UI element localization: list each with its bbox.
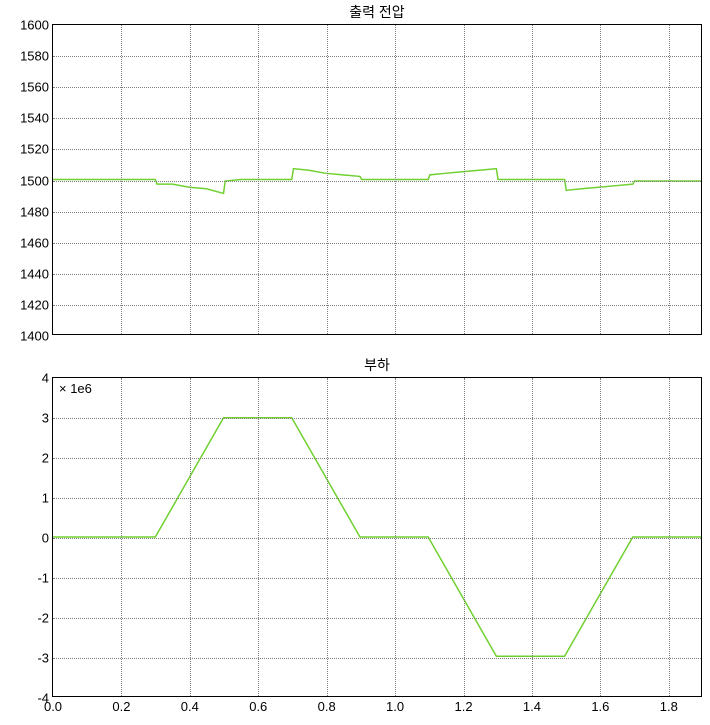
grid-line-horizontal bbox=[53, 305, 701, 306]
y-tick-label: -2 bbox=[37, 611, 49, 626]
chart-top-y-axis: 1400142014401460148015001520154015601580… bbox=[5, 25, 53, 334]
y-tick-label: 1600 bbox=[20, 18, 49, 33]
y-tick-label: 1520 bbox=[20, 142, 49, 157]
grid-line-vertical bbox=[600, 25, 601, 334]
y-tick-label: 3 bbox=[42, 411, 49, 426]
y-tick-label: 0 bbox=[42, 531, 49, 546]
x-tick-label: 0.8 bbox=[318, 699, 336, 714]
x-tick-label: 1.0 bbox=[386, 699, 404, 714]
x-tick-label: 1.4 bbox=[523, 699, 541, 714]
grid-line-vertical bbox=[190, 25, 191, 334]
chart-top-title: 출력 전압 bbox=[52, 2, 702, 22]
grid-line-horizontal bbox=[53, 118, 701, 119]
grid-line-horizontal bbox=[53, 181, 701, 182]
grid-line-vertical bbox=[669, 378, 670, 696]
x-tick-label: 0.2 bbox=[112, 699, 130, 714]
grid-line-vertical bbox=[190, 378, 191, 696]
y-tick-label: 1480 bbox=[20, 204, 49, 219]
x-tick-label: 0.0 bbox=[44, 699, 62, 714]
grid-line-horizontal bbox=[53, 538, 701, 539]
grid-line-vertical bbox=[121, 378, 122, 696]
output-voltage-chart: 출력 전압 1400142014401460148015001520154015… bbox=[0, 2, 702, 335]
grid-line-vertical bbox=[464, 378, 465, 696]
y-tick-label: 1440 bbox=[20, 266, 49, 281]
data-series-line bbox=[53, 418, 701, 657]
grid-line-vertical bbox=[395, 25, 396, 334]
y-tick-label: -1 bbox=[37, 571, 49, 586]
y-tick-label: 1500 bbox=[20, 173, 49, 188]
chart-bottom-y-axis: -4-3-2-101234 bbox=[5, 378, 53, 696]
x-tick-label: 1.8 bbox=[660, 699, 678, 714]
y-tick-label: 1420 bbox=[20, 297, 49, 312]
x-tick-label: 0.4 bbox=[181, 699, 199, 714]
y-tick-label: 1 bbox=[42, 491, 49, 506]
grid-line-vertical bbox=[258, 378, 259, 696]
grid-line-horizontal bbox=[53, 87, 701, 88]
y-tick-label: 1580 bbox=[20, 49, 49, 64]
y-tick-label: 1560 bbox=[20, 80, 49, 95]
grid-line-vertical bbox=[600, 378, 601, 696]
grid-line-vertical bbox=[532, 378, 533, 696]
grid-line-vertical bbox=[669, 25, 670, 334]
chart-bottom-title: 부하 bbox=[52, 355, 702, 375]
y-tick-label: 1400 bbox=[20, 329, 49, 344]
chart-bottom-line bbox=[53, 378, 701, 696]
grid-line-horizontal bbox=[53, 498, 701, 499]
chart-bottom-plot-area: -4-3-2-101234 0.00.20.40.60.81.01.21.41.… bbox=[52, 377, 702, 697]
y-tick-label: 4 bbox=[42, 371, 49, 386]
grid-line-vertical bbox=[327, 378, 328, 696]
grid-line-vertical bbox=[258, 25, 259, 334]
grid-line-vertical bbox=[395, 378, 396, 696]
y-tick-label: 2 bbox=[42, 451, 49, 466]
grid-line-horizontal bbox=[53, 578, 701, 579]
chart-top-plot-area: 1400142014401460148015001520154015601580… bbox=[52, 24, 702, 335]
grid-line-horizontal bbox=[53, 149, 701, 150]
grid-line-horizontal bbox=[53, 56, 701, 57]
load-chart: 부하 -4-3-2-101234 0.00.20.40.60.81.01.21.… bbox=[0, 355, 702, 697]
grid-line-horizontal bbox=[53, 618, 701, 619]
grid-line-vertical bbox=[327, 25, 328, 334]
grid-line-vertical bbox=[532, 25, 533, 334]
chart-bottom-x-axis: 0.00.20.40.60.81.01.21.41.61.8 bbox=[53, 696, 701, 716]
x-tick-label: 1.2 bbox=[454, 699, 472, 714]
grid-line-horizontal bbox=[53, 243, 701, 244]
chart-top-line bbox=[53, 25, 701, 334]
grid-line-vertical bbox=[464, 25, 465, 334]
grid-line-horizontal bbox=[53, 274, 701, 275]
grid-line-horizontal bbox=[53, 418, 701, 419]
grid-line-horizontal bbox=[53, 658, 701, 659]
grid-line-horizontal bbox=[53, 212, 701, 213]
x-tick-label: 1.6 bbox=[591, 699, 609, 714]
y-tick-label: 1540 bbox=[20, 111, 49, 126]
grid-line-horizontal bbox=[53, 458, 701, 459]
grid-line-vertical bbox=[121, 25, 122, 334]
x-tick-label: 0.6 bbox=[249, 699, 267, 714]
y-tick-label: -3 bbox=[37, 651, 49, 666]
y-tick-label: 1460 bbox=[20, 235, 49, 250]
